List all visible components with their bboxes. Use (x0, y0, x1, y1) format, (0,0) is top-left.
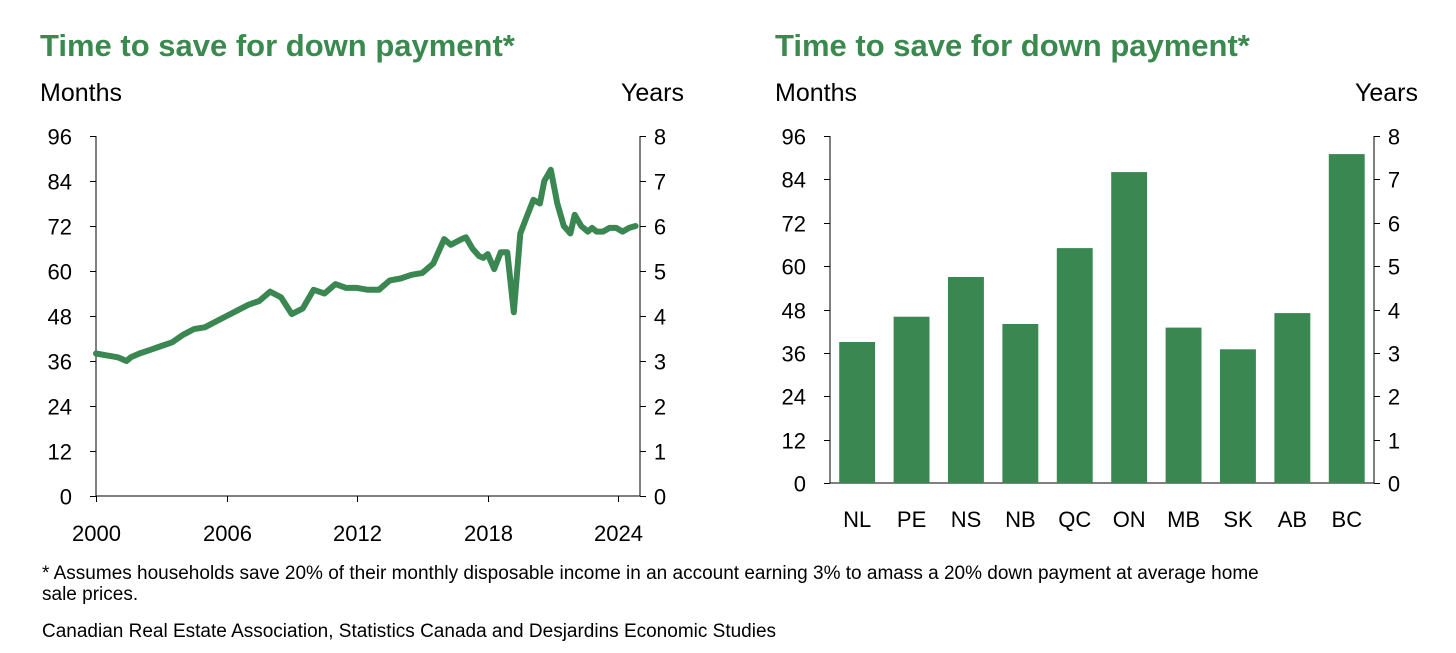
left-y-tick-label: 84 (48, 170, 72, 195)
left-y2-tick-label: 1 (654, 440, 666, 465)
right-y2-tick-label: 4 (1388, 299, 1400, 324)
bar-nl (839, 342, 876, 483)
category-label-nb: NB (1005, 507, 1036, 532)
bar-sk (1220, 349, 1256, 483)
left-x-tick-label: 2024 (594, 521, 643, 546)
right-y2-tick-label: 0 (1388, 472, 1400, 497)
right-y2-tick-label: 2 (1388, 385, 1400, 410)
left-y2-tick-label: 3 (654, 350, 666, 375)
right-y-tick-label: 60 (782, 255, 806, 280)
right-plot-area (839, 154, 1365, 483)
right-y2-tick-label: 3 (1388, 342, 1400, 367)
left-y2-tick-label: 7 (654, 170, 666, 195)
left-x-tick-label: 2012 (333, 521, 382, 546)
category-label-ns: NS (951, 507, 982, 532)
left-x-tick-label: 2000 (72, 521, 121, 546)
category-label-pe: PE (897, 507, 926, 532)
bar-qc (1056, 248, 1093, 483)
category-label-bc: BC (1332, 507, 1363, 532)
left-y-tick-label: 60 (48, 260, 72, 285)
series-line-0 (93, 166, 639, 364)
right-y-tick-label: 96 (782, 125, 806, 150)
right-y2-tick-label: 6 (1388, 212, 1400, 237)
category-label-sk: SK (1223, 507, 1253, 532)
right-y2-axis-label: Years (1355, 79, 1418, 107)
right-y2-tick-label: 8 (1388, 125, 1400, 150)
left-y-tick-label: 96 (48, 125, 72, 150)
left-axes (90, 136, 646, 502)
right-y2-tick-label: 5 (1388, 255, 1400, 280)
bar-ab (1274, 313, 1311, 483)
left-y-tick-label: 72 (48, 215, 72, 240)
left-y2-tick-label: 6 (654, 215, 666, 240)
right-y2-tick-label: 1 (1388, 429, 1400, 454)
bar-mb (1165, 327, 1202, 483)
left-x-tick-label: 2018 (464, 521, 513, 546)
left-y-tick-label: 36 (48, 350, 72, 375)
category-label-mb: MB (1167, 507, 1200, 532)
source-note: Canadian Real Estate Association, Statis… (42, 621, 777, 642)
right-y-tick-label: 24 (782, 385, 806, 410)
category-label-qc: QC (1058, 507, 1091, 532)
bar-nb (1002, 324, 1039, 483)
category-label-nl: NL (843, 507, 871, 532)
left-y-tick-label: 0 (60, 485, 72, 510)
right-y-tick-label: 12 (782, 429, 806, 454)
left-y2-tick-label: 4 (654, 305, 666, 330)
bar-on (1111, 172, 1148, 483)
right-y-tick-label: 0 (794, 472, 806, 497)
left-y2-tick-label: 8 (654, 125, 666, 150)
left-y2-tick-label: 2 (654, 395, 666, 420)
left-y-tick-label: 12 (48, 440, 72, 465)
category-label-ab: AB (1278, 507, 1307, 532)
left-y-axis-label: Months (40, 79, 122, 107)
line-chart: Time to save for down payment* Months Ye… (40, 28, 684, 546)
bar-chart: Time to save for down payment* Months Ye… (775, 28, 1418, 532)
left-x-tick-label: 2006 (203, 521, 252, 546)
left-y2-tick-label: 5 (654, 260, 666, 285)
footnote: * Assumes households save 20% of their m… (42, 563, 1259, 605)
left-y-tick-label: 48 (48, 305, 72, 330)
right-y2-tick-label: 7 (1388, 168, 1400, 193)
right-chart-title: Time to save for down payment* (775, 28, 1251, 63)
bar-bc (1328, 154, 1365, 483)
bar-ns (948, 277, 984, 483)
left-plot-area (93, 166, 639, 364)
right-y-tick-label: 72 (782, 212, 806, 237)
left-chart-title: Time to save for down payment* (40, 28, 516, 63)
left-y2-tick-label: 0 (654, 485, 666, 510)
category-label-on: ON (1113, 507, 1146, 532)
right-y-tick-label: 84 (782, 168, 806, 193)
right-y-tick-label: 36 (782, 342, 806, 367)
bar-pe (893, 316, 930, 483)
left-y2-axis-label: Years (621, 79, 684, 107)
right-y-axis-label: Months (775, 79, 857, 107)
left-y-tick-label: 24 (48, 395, 72, 420)
right-y-tick-label: 48 (782, 299, 806, 324)
